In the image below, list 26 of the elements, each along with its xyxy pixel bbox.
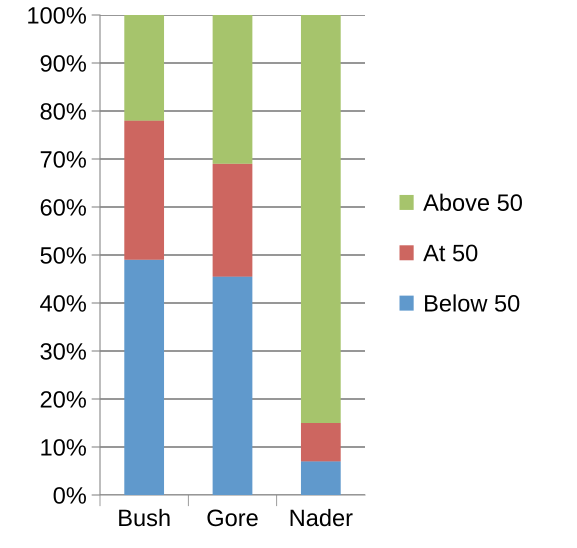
y-tick-label: 90%: [40, 55, 86, 72]
y-tick-label: 50%: [40, 247, 86, 264]
y-tick-label: 40%: [40, 295, 86, 312]
y-tick-label: 80%: [40, 103, 86, 120]
y-tick-label: 60%: [40, 199, 86, 216]
bar: [212, 15, 252, 164]
bar: [124, 260, 164, 495]
bar: [124, 120, 164, 260]
y-tick-label: 100%: [28, 7, 86, 24]
bar: [300, 461, 341, 495]
bar: [300, 15, 341, 423]
bar: [300, 423, 341, 462]
bar: [212, 276, 252, 495]
y-tick-label: 20%: [40, 391, 86, 408]
legend-label: Below 50: [425, 294, 520, 312]
y-tick-label: 10%: [41, 439, 86, 456]
x-tick-label: Gore: [207, 510, 258, 526]
y-tick-label: 70%: [40, 151, 86, 168]
x-tick-label: Nader: [290, 508, 353, 526]
bar: [124, 15, 164, 121]
legend-label: Above 50: [423, 194, 522, 211]
legend-label: At 50: [423, 244, 478, 262]
y-tick-label: 0%: [54, 487, 86, 504]
y-tick-label: 30%: [40, 343, 86, 360]
x-tick-label: Bush: [119, 508, 170, 526]
bar: [212, 164, 252, 277]
